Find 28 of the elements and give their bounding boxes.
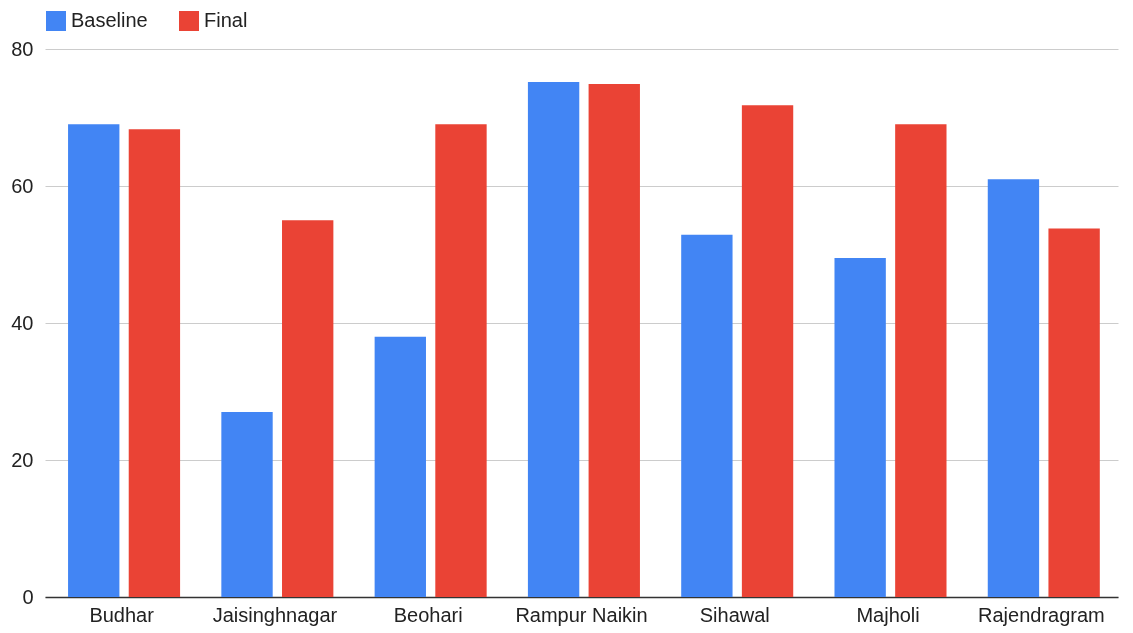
legend-label: Baseline: [71, 9, 148, 31]
x-tick-label: Rampur Naikin: [515, 603, 648, 626]
y-tick-label: 20: [11, 448, 34, 471]
x-tick-label: Sihawal: [699, 603, 770, 626]
bar: [221, 412, 273, 597]
legend-label: Final: [204, 9, 248, 31]
bar: [895, 124, 947, 597]
bar: [282, 220, 334, 597]
y-tick-label: 80: [11, 37, 34, 60]
x-tick-label: Beohari: [393, 603, 463, 626]
x-tick-label: Majholi: [856, 603, 920, 626]
y-tick-label: 0: [22, 585, 34, 608]
bar: [527, 81, 580, 597]
bar: [741, 105, 794, 597]
y-tick-label: 40: [11, 311, 34, 334]
bar: [435, 124, 487, 597]
bar: [987, 179, 1040, 597]
x-tick-label: Rajendragram: [977, 603, 1105, 626]
bar: [68, 124, 120, 597]
x-tick-label: Jaisinghnagar: [212, 603, 338, 626]
bar: [834, 257, 886, 597]
bar: [681, 234, 733, 597]
bar: [1048, 228, 1100, 597]
x-tick-label: Budhar: [89, 603, 155, 626]
bar: [128, 129, 181, 597]
y-tick-label: 60: [11, 174, 34, 197]
bar: [374, 336, 426, 597]
bar: [588, 83, 640, 597]
